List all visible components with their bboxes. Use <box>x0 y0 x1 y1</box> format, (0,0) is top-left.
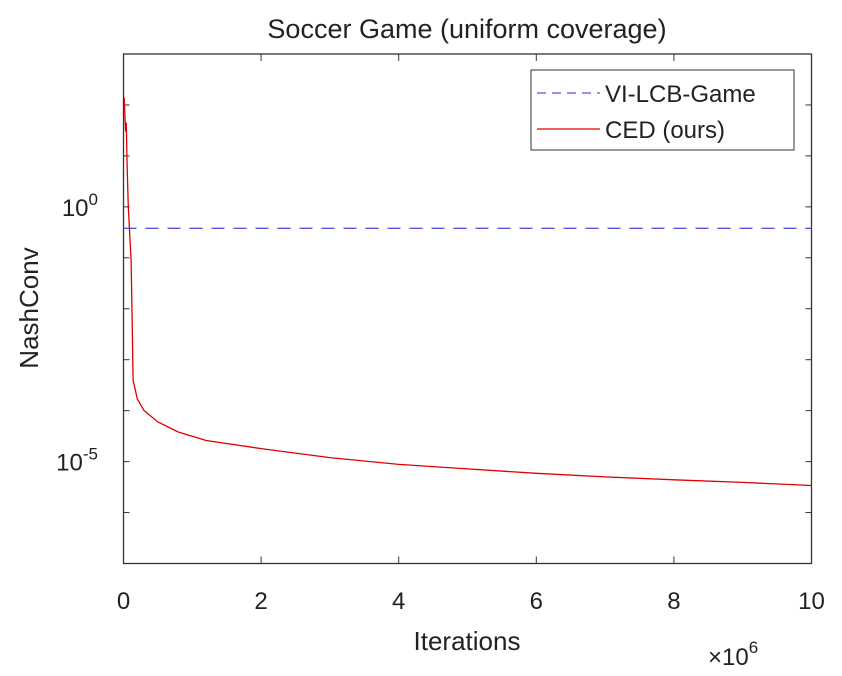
x-tick-label: 6 <box>530 588 543 615</box>
legend-label-vi-lcb-game: VI-LCB-Game <box>605 81 756 108</box>
x-axis-label: Iterations <box>414 626 521 656</box>
x-tick-label: 8 <box>667 588 680 615</box>
x-tick-label: 0 <box>117 588 130 615</box>
x-tick-label: 4 <box>392 588 405 615</box>
y-axis-label: NashConv <box>14 247 44 368</box>
legend-label-ced: CED (ours) <box>605 117 725 144</box>
legend-box <box>530 69 795 151</box>
series-line-ced <box>123 97 812 487</box>
y-tick-label: 10-5 <box>56 445 98 477</box>
y-tick-label: 100 <box>62 190 98 222</box>
chart-title: Soccer Game (uniform coverage) <box>267 14 666 44</box>
x-tick-label: 2 <box>254 588 267 615</box>
x-tick-label: 10 <box>798 588 825 615</box>
x-exponent-label: ×106 <box>708 638 758 671</box>
legend: VI-LCB-Game CED (ours) <box>530 69 795 151</box>
